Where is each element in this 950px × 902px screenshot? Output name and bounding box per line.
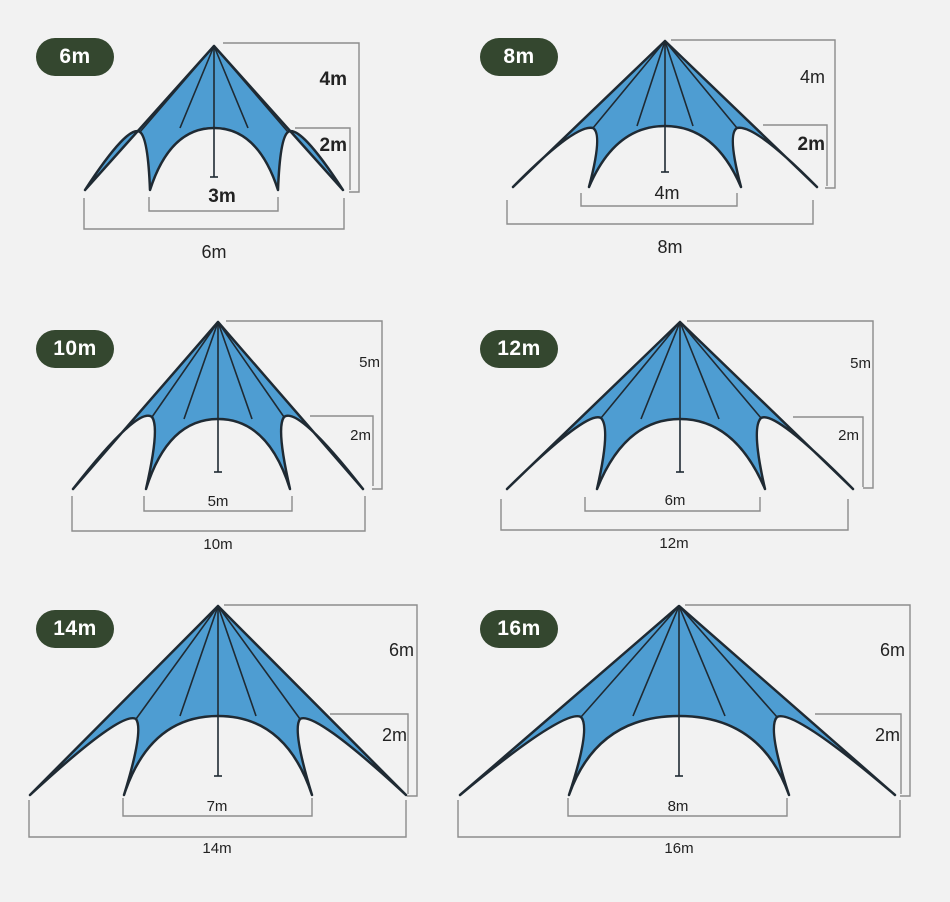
arch-height-label: 2m <box>875 725 900 745</box>
dimension-total-height <box>671 39 836 189</box>
inner-width-label: 7m <box>207 798 228 815</box>
tent-panel-10m: 10m 10m 5m 5m 2m <box>0 300 475 600</box>
arch-height-label: 2m <box>350 427 371 444</box>
tent-diagram: 10m 5m 5m 2m <box>71 320 383 553</box>
dimension-total-height <box>685 604 911 797</box>
total-height-label: 6m <box>389 640 414 660</box>
dimension-arch-height <box>330 713 409 794</box>
dimension-total-height <box>224 604 418 797</box>
size-badge: 6m <box>36 38 114 76</box>
tent-ribs <box>592 40 738 172</box>
total-width-label: 14m <box>202 840 231 857</box>
tent-canopy <box>458 604 897 797</box>
inner-width-label: 5m <box>208 493 229 510</box>
dimension-total-height <box>223 42 360 193</box>
total-width-label: 16m <box>664 840 693 857</box>
tent-diagram: 12m 6m 5m 2m <box>500 320 874 552</box>
dimension-total-width <box>506 200 814 225</box>
total-width-label: 8m <box>657 237 682 257</box>
tent-panel-8m: 8m 8m 4m 4m 2m <box>475 0 950 300</box>
arch-height-label: 2m <box>798 134 825 155</box>
size-badge: 16m <box>480 610 558 648</box>
tent-ribs <box>135 605 301 776</box>
tent-panel-6m: 6m 6m 3m 4m 2m <box>0 0 475 300</box>
inner-width-label: 3m <box>208 186 235 207</box>
dimension-inner-width <box>148 197 279 212</box>
dimension-total-width <box>28 800 407 838</box>
total-height-label: 4m <box>320 69 347 90</box>
total-width-label: 6m <box>201 242 226 262</box>
dimension-inner-width <box>580 193 738 207</box>
tent-ribs <box>580 605 778 776</box>
total-height-label: 4m <box>800 67 825 87</box>
tent-diagram: 16m 8m 6m 2m <box>457 604 911 857</box>
total-height-label: 5m <box>359 354 380 371</box>
inner-width-label: 4m <box>654 183 679 203</box>
dimension-total-width <box>500 499 849 531</box>
size-badge: 10m <box>36 330 114 368</box>
tent-diagram: 14m 7m 6m 2m <box>28 604 418 857</box>
total-height-label: 6m <box>880 640 905 660</box>
dimension-total-height <box>226 320 383 490</box>
total-width-label: 12m <box>659 535 688 552</box>
dimension-inner-width <box>122 798 313 817</box>
arch-height-label: 2m <box>838 427 859 444</box>
tent-panel-12m: 12m 12m 6m 5m 2m <box>475 300 950 600</box>
arch-height-label: 2m <box>382 725 407 745</box>
tent-panel-14m: 14m 14m 7m 6m 2m <box>0 600 475 900</box>
dimension-total-width <box>83 198 345 230</box>
total-height-label: 5m <box>850 355 871 372</box>
tent-ribs <box>600 321 762 472</box>
inner-width-label: 6m <box>665 492 686 509</box>
tent-panel-16m: 16m 16m 8m 6m 2m <box>457 600 950 900</box>
size-badge: 14m <box>36 610 114 648</box>
tent-ribs <box>151 321 285 472</box>
tent-diagram: 8m 4m 4m 2m <box>506 39 836 257</box>
arch-height-label: 2m <box>320 135 347 156</box>
dimension-arch-height <box>793 416 864 487</box>
tent-diagram: 6m 3m 4m 2m <box>83 42 360 262</box>
total-width-label: 10m <box>203 536 232 553</box>
dimension-total-width <box>71 496 366 532</box>
dimension-total-width <box>457 800 901 838</box>
dimension-arch-height <box>295 127 351 190</box>
dimension-inner-width <box>143 496 293 512</box>
dimension-arch-height <box>815 713 902 794</box>
inner-width-label: 8m <box>668 798 689 815</box>
dimension-inner-width <box>567 798 788 817</box>
tent-ribs <box>139 45 289 177</box>
dimension-arch-height <box>310 415 374 486</box>
dimension-total-height <box>687 320 874 489</box>
size-badge: 12m <box>480 330 558 368</box>
size-badge: 8m <box>480 38 558 76</box>
dimension-inner-width <box>584 497 761 512</box>
dimension-arch-height <box>763 124 828 186</box>
